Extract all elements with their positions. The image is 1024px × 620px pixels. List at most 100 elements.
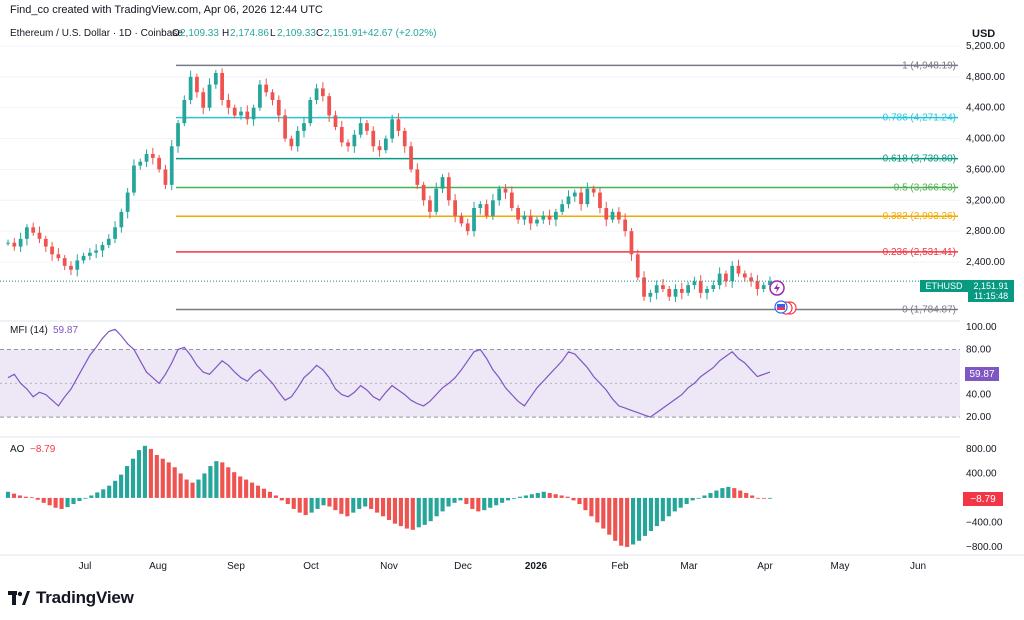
low-value: 2,109.33 <box>277 28 316 39</box>
candle-body <box>560 204 565 212</box>
price-tick-label: 2,400.00 <box>966 257 1005 268</box>
candle-body <box>371 130 376 147</box>
ao-bar <box>71 497 76 505</box>
ao-bar <box>434 497 439 517</box>
ao-bar <box>410 497 415 530</box>
candle-body <box>276 100 281 116</box>
price-badge-bg <box>968 280 1014 302</box>
time-tick-label: Jun <box>910 561 926 572</box>
mfi-line <box>7 328 771 418</box>
candle-body <box>226 100 231 108</box>
ao-bar <box>327 497 332 507</box>
candle-body <box>201 92 206 108</box>
ao-bar <box>11 493 17 498</box>
ao-bar <box>571 497 576 501</box>
ao-badge-bg <box>963 492 1003 506</box>
candle-body <box>12 242 17 247</box>
ao-bar <box>285 497 290 505</box>
candle-body <box>761 285 766 289</box>
attribution-text: Find_co created with TradingView.com, Ap… <box>10 4 323 16</box>
ao-bar <box>726 486 731 498</box>
ao-bar <box>636 497 642 541</box>
ao-bar <box>190 482 195 498</box>
ao-bar <box>232 472 237 498</box>
candle-body <box>182 100 187 124</box>
ao-bar <box>214 461 219 498</box>
ao-bar <box>452 497 457 503</box>
candle-body <box>749 277 753 282</box>
candle-body <box>50 246 54 255</box>
tradingview-logo[interactable]: TradingView <box>8 588 134 608</box>
ao-bar <box>5 491 11 498</box>
candle-body <box>635 254 640 278</box>
candle-body <box>283 115 287 139</box>
ao-bar <box>476 497 481 512</box>
ao-bar <box>631 497 636 545</box>
mfi-tick-label: 40.00 <box>966 390 991 401</box>
ao-bar <box>130 458 136 498</box>
ao-bar <box>333 497 338 511</box>
candle-body <box>169 146 174 185</box>
ao-bar <box>744 493 749 498</box>
candle-body <box>579 192 583 205</box>
ao-bar <box>648 497 654 532</box>
ao-bar <box>77 497 82 501</box>
candle-body <box>434 188 439 212</box>
ao-bar <box>95 492 100 498</box>
candle-body <box>679 289 684 293</box>
candle-body <box>245 111 250 120</box>
candle-body <box>465 223 470 232</box>
ao-title: AO <box>10 444 25 455</box>
candle-body <box>402 130 407 147</box>
ao-bar <box>696 497 701 499</box>
price-tick-label: 3,600.00 <box>966 164 1005 175</box>
ao-bar <box>380 497 386 517</box>
candle-body <box>377 146 382 151</box>
candle-body <box>503 188 508 193</box>
ao-bar <box>708 493 713 498</box>
price-tick-label: 3,200.00 <box>966 195 1005 206</box>
ao-bar <box>83 497 88 499</box>
ao-bar <box>339 497 344 514</box>
fib-level-label: 1 (4,948.19) <box>902 60 956 71</box>
ao-bar <box>511 497 517 499</box>
ao-bar <box>500 497 505 503</box>
mfi-tick-label: 80.00 <box>966 345 991 356</box>
time-tick-label: Aug <box>149 561 167 572</box>
fib-level-label: 0.786 (4,271.24) <box>883 113 956 124</box>
candle-body <box>673 289 678 297</box>
candle-body <box>365 123 369 131</box>
candle-body <box>75 260 80 270</box>
ao-bar <box>660 497 665 522</box>
ao-bar <box>577 497 582 505</box>
candle-body <box>409 146 413 170</box>
candle-body <box>484 204 489 216</box>
symbol-title: Ethereum / U.S. Dollar · 1D · Coinbase <box>10 28 183 39</box>
ao-bar <box>142 445 147 498</box>
ao-bar <box>666 497 671 517</box>
candle-body <box>755 281 760 289</box>
ao-bar <box>154 455 159 498</box>
ao-bar <box>642 497 648 536</box>
candle-body <box>768 281 772 286</box>
time-tick-label: 2026 <box>525 561 548 572</box>
tradingview-icon <box>8 591 30 605</box>
ao-bar <box>553 494 558 498</box>
flag-icon-stripe <box>777 307 785 310</box>
candle-body <box>528 215 533 224</box>
ao-bar <box>303 497 308 516</box>
candle-body <box>415 169 420 185</box>
ao-bar <box>315 497 320 509</box>
ao-bar <box>458 497 463 501</box>
time-tick-label: Dec <box>454 561 472 572</box>
ao-bar <box>35 497 40 500</box>
event-markers[interactable] <box>769 280 797 315</box>
candle-body <box>81 255 86 261</box>
ao-bar <box>702 495 707 498</box>
candle-body <box>591 188 596 193</box>
ao-bar <box>184 479 189 498</box>
ao-bar <box>375 497 380 513</box>
ao-bar <box>196 479 201 498</box>
ao-bar <box>363 497 368 507</box>
